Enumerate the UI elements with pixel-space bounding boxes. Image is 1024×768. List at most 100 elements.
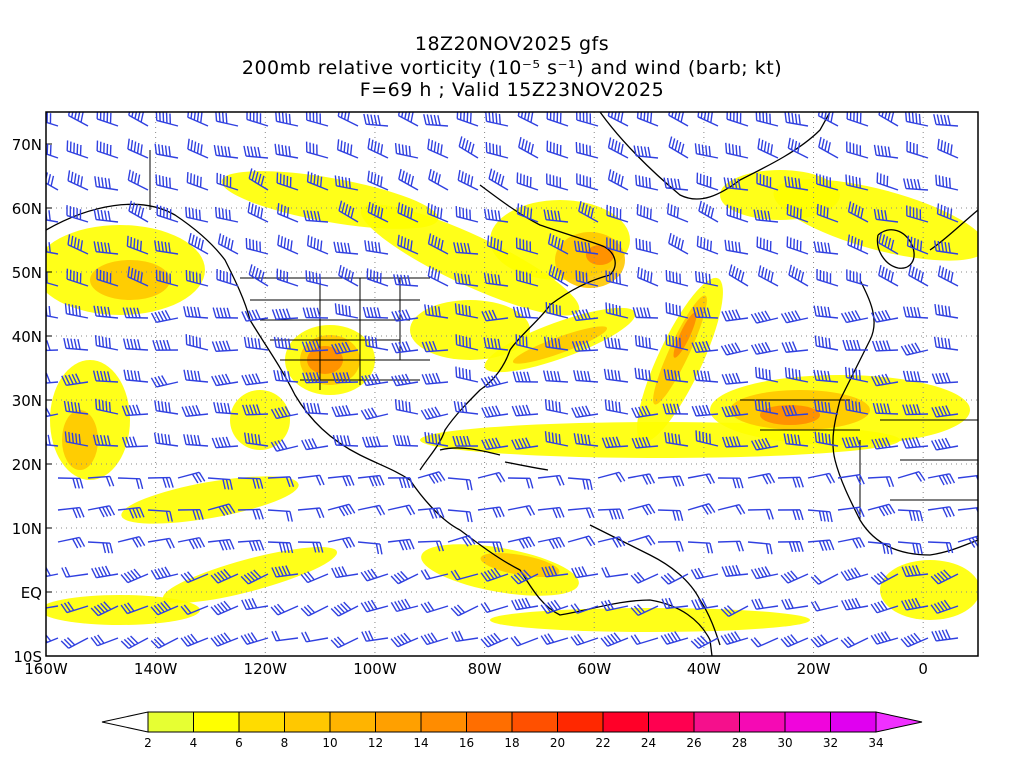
wind-barb: [813, 305, 839, 319]
wind-barb: [60, 601, 89, 614]
wind-barb: [155, 269, 179, 287]
wind-barb: [814, 400, 839, 415]
wind-barb: [398, 168, 419, 191]
wind-barb: [837, 473, 865, 485]
wind-barb: [486, 235, 509, 255]
wind-barb: [753, 209, 779, 223]
wind-barb: [394, 143, 419, 159]
wind-barb: [814, 431, 839, 447]
wind-barb: [780, 634, 809, 648]
wind-barb: [630, 571, 659, 584]
wind-barb: [542, 370, 569, 383]
wind-barb: [757, 138, 779, 159]
wind-barb: [66, 140, 89, 159]
wind-barb: [695, 430, 719, 447]
wind-barb: [601, 566, 629, 578]
wind-barb: [750, 341, 779, 355]
wind-barb: [93, 209, 119, 223]
wind-barb: [511, 597, 539, 611]
wind-barb: [906, 235, 929, 255]
wind-barb: [871, 373, 899, 387]
wind-barb: [387, 504, 416, 516]
lon-label: 60W: [577, 660, 611, 678]
wind-barb: [327, 503, 356, 517]
wind-barb: [367, 170, 389, 191]
wind-barb: [454, 303, 479, 319]
wind-barb: [154, 240, 179, 255]
wind-barb: [126, 235, 149, 255]
wind-barb: [571, 309, 599, 322]
wind-barb: [60, 637, 89, 649]
wind-barb: [668, 232, 689, 255]
colorbar-swatch: [693, 711, 740, 733]
wind-barb: [510, 569, 539, 585]
wind-barb: [597, 536, 626, 548]
wind-barb: [668, 112, 689, 127]
wind-barb: [906, 205, 929, 223]
wind-barb: [867, 541, 893, 555]
wind-barb: [210, 600, 239, 616]
wind-barb: [815, 173, 839, 191]
colorbar-label: 32: [823, 736, 838, 750]
wind-barb: [424, 304, 449, 319]
wind-barb: [243, 145, 269, 159]
wind-barb: [93, 305, 119, 319]
colorbar-label: 20: [550, 736, 565, 750]
wind-barb: [361, 630, 389, 642]
wind-barb: [338, 264, 359, 287]
wind-barb: [391, 373, 419, 387]
map-title-line-3: F=69 h ; Valid 15Z23NOV2025: [359, 79, 665, 101]
wind-barb: [871, 340, 899, 352]
wind-barb: [546, 140, 569, 159]
colorbar: 2 4 6 8 10 12 14 16 18 20 22 24 26 28 30 32 34: [101, 711, 923, 750]
wind-barb: [721, 309, 749, 322]
wind-barb: [271, 565, 299, 578]
wind-barb: [544, 431, 569, 447]
wind-barb: [302, 307, 329, 319]
wind-barb: [305, 270, 329, 287]
wind-barb: [901, 436, 929, 449]
map-plot-area: [46, 112, 978, 656]
wind-barb: [725, 142, 749, 159]
wind-barb: [457, 169, 479, 191]
wind-barb: [721, 436, 749, 448]
wind-barb: [662, 403, 689, 415]
wind-barb: [931, 629, 959, 642]
wind-barb: [627, 534, 656, 546]
colorbar-swatch: [420, 711, 467, 733]
colorbar-label: 22: [595, 736, 610, 750]
wind-barb: [393, 274, 419, 287]
wind-barb: [96, 268, 119, 287]
wind-barb: [687, 541, 714, 554]
wind-barb: [477, 541, 504, 553]
colorbar-swatch: [284, 711, 331, 733]
wind-barb: [362, 306, 389, 319]
wind-barb: [867, 476, 895, 488]
lat-label: 30N: [12, 392, 42, 410]
wind-barb: [901, 564, 929, 578]
wind-barb: [747, 541, 773, 555]
wind-barb: [485, 112, 509, 127]
wind-barb: [451, 630, 479, 643]
wind-barb: [302, 372, 329, 384]
wind-barb: [180, 571, 209, 584]
wind-barb: [483, 208, 509, 223]
wind-barb: [786, 236, 809, 255]
wind-barb: [363, 113, 389, 127]
wind-barb: [597, 508, 625, 520]
wind-barb: [156, 204, 179, 223]
map-title-line-2: 200mb relative vorticity (10⁻⁵ s⁻¹) and …: [241, 57, 783, 79]
wind-barb: [721, 564, 749, 577]
wind-barb: [63, 337, 89, 351]
colorbar-label: 26: [686, 736, 701, 750]
wind-barb: [957, 535, 978, 548]
colorbar-swatch: [193, 711, 240, 733]
wind-barb: [246, 112, 269, 127]
wind-barb: [240, 569, 269, 585]
wind-barb: [837, 506, 865, 518]
wind-barb: [751, 598, 779, 610]
colorbar-over-arrow: [875, 711, 923, 733]
wind-barb: [784, 176, 809, 191]
wind-barb: [147, 537, 175, 549]
wind-barb: [481, 405, 509, 418]
